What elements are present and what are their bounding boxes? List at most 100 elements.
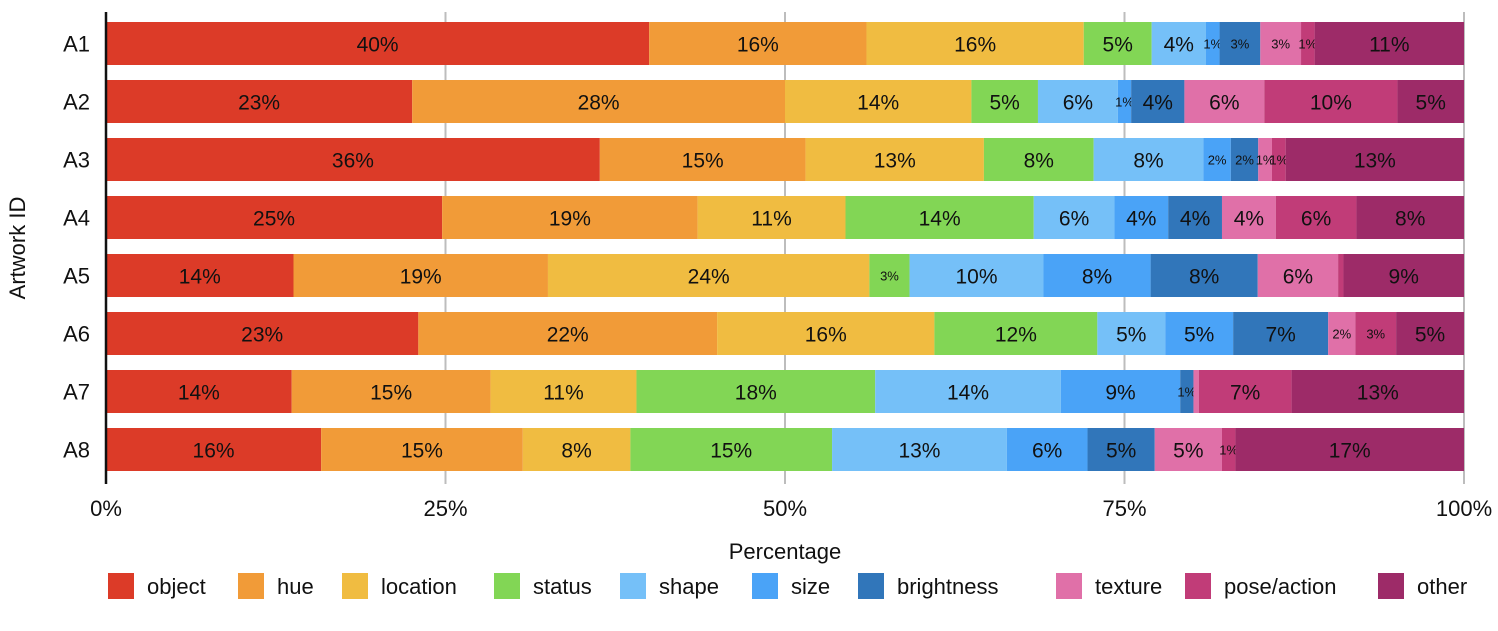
data-label: 14% <box>179 266 221 289</box>
data-label: 3% <box>1366 327 1385 342</box>
data-label: 4% <box>1126 208 1156 231</box>
bar-segment <box>106 138 600 181</box>
x-tick-label: 100% <box>1436 496 1492 521</box>
data-label: 19% <box>549 208 591 231</box>
bar-segment <box>1397 80 1464 123</box>
legend-swatch <box>238 573 264 599</box>
data-label: 11% <box>751 208 791 231</box>
bar-segment <box>1198 370 1292 413</box>
data-label: 1% <box>1203 37 1222 52</box>
data-label: 6% <box>1059 208 1089 231</box>
bar-segment <box>1043 254 1151 297</box>
data-label: 4% <box>1143 92 1173 115</box>
data-label: 12% <box>995 324 1037 347</box>
bar-segment <box>785 80 972 123</box>
x-tick-label: 75% <box>1102 496 1146 521</box>
data-label: 5% <box>1415 324 1445 347</box>
data-label: 1% <box>1298 37 1317 52</box>
bar-segment <box>805 138 984 181</box>
data-label: 16% <box>193 440 235 463</box>
legend-label: texture <box>1095 574 1162 599</box>
data-label: 8% <box>1395 208 1425 231</box>
x-tick-label: 50% <box>763 496 807 521</box>
data-label: 25% <box>253 208 295 231</box>
bar-segment <box>909 254 1044 297</box>
bar-segment <box>1151 22 1206 65</box>
data-label: 10% <box>1310 92 1352 115</box>
data-label: 28% <box>578 92 620 115</box>
bar-segment <box>1328 312 1356 355</box>
bar-segment <box>1033 196 1115 239</box>
bar-segment <box>1083 22 1152 65</box>
legend-swatch <box>1185 573 1211 599</box>
data-label: 6% <box>1301 208 1331 231</box>
bar-segment <box>442 196 698 239</box>
legend-label: hue <box>277 574 314 599</box>
bar-segment <box>1221 196 1276 239</box>
bar-segment <box>1193 370 1199 413</box>
bar-segment <box>1271 138 1286 181</box>
data-label: 10% <box>955 266 997 289</box>
bar-segment <box>1338 254 1344 297</box>
bar-segment <box>1097 312 1166 355</box>
bar-segment <box>1093 138 1204 181</box>
data-label: 7% <box>1265 324 1295 347</box>
bar-segment <box>630 428 833 471</box>
bar-segment <box>1087 428 1155 471</box>
data-label: 14% <box>857 92 899 115</box>
data-label: 1% <box>1219 443 1238 458</box>
bar-segment <box>832 428 1007 471</box>
data-label: 2% <box>1235 153 1254 168</box>
legend-label: pose/action <box>1224 574 1337 599</box>
bar-segment <box>1203 138 1231 181</box>
category-label: A5 <box>63 264 90 289</box>
data-label: 8% <box>1024 150 1054 173</box>
y-axis-title: Artwork ID <box>5 197 30 300</box>
data-label: 14% <box>919 208 961 231</box>
legend-label: other <box>1417 574 1467 599</box>
data-label: 14% <box>947 382 989 405</box>
data-label: 5% <box>1103 34 1133 57</box>
data-label: 3% <box>880 269 899 284</box>
bar-segment <box>1285 138 1464 181</box>
data-label: 15% <box>401 440 443 463</box>
bar-segment <box>1291 370 1464 413</box>
legend-swatch <box>494 573 520 599</box>
data-label: 5% <box>1116 324 1146 347</box>
bar-segment <box>1060 370 1181 413</box>
category-label: A1 <box>63 32 90 57</box>
bar-segment <box>1037 80 1118 123</box>
bar-segment <box>1150 254 1258 297</box>
bar-segment <box>1260 22 1302 65</box>
bar-segment <box>412 80 785 123</box>
data-label: 8% <box>1189 266 1219 289</box>
data-label: 22% <box>547 324 589 347</box>
bar-segment <box>106 196 443 239</box>
bar-segment <box>106 428 322 471</box>
bar-segment <box>1168 196 1222 239</box>
category-label: A6 <box>63 322 90 347</box>
data-label: 8% <box>1133 150 1163 173</box>
bar-segment <box>1114 196 1169 239</box>
legend-swatch <box>108 573 134 599</box>
data-label: 16% <box>954 34 996 57</box>
data-label: 36% <box>332 150 374 173</box>
data-label: 1% <box>1269 153 1288 168</box>
bar-segment <box>490 370 637 413</box>
bar-segment <box>293 254 548 297</box>
category-label: A7 <box>63 380 90 405</box>
category-label: A3 <box>63 148 90 173</box>
bar-segment <box>321 428 523 471</box>
data-label: 5% <box>1416 92 1446 115</box>
bar-segment <box>1264 80 1398 123</box>
data-label: 1% <box>1115 95 1134 110</box>
data-label: 6% <box>1063 92 1093 115</box>
data-label: 13% <box>898 440 940 463</box>
data-label: 23% <box>241 324 283 347</box>
legend-swatch <box>858 573 884 599</box>
data-label: 4% <box>1180 208 1210 231</box>
legend-label: brightness <box>897 574 999 599</box>
data-label: 4% <box>1234 208 1264 231</box>
bar-segment <box>934 312 1098 355</box>
bar-segment <box>106 370 292 413</box>
